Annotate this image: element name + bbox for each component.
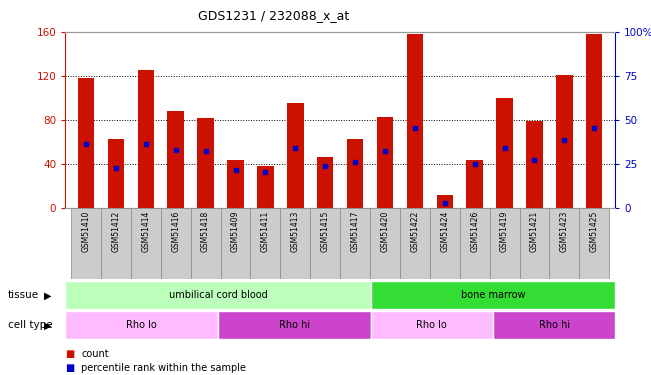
Text: GSM51410: GSM51410 xyxy=(81,210,90,252)
Bar xyxy=(370,281,615,309)
Text: GSM51414: GSM51414 xyxy=(141,210,150,252)
Bar xyxy=(218,311,370,339)
Text: bone marrow: bone marrow xyxy=(461,290,525,300)
Text: Rho lo: Rho lo xyxy=(417,320,447,330)
Bar xyxy=(281,208,311,279)
Text: tissue: tissue xyxy=(8,290,39,300)
Text: ▶: ▶ xyxy=(44,290,51,300)
Bar xyxy=(549,208,579,279)
Bar xyxy=(251,208,281,279)
Bar xyxy=(347,139,363,208)
Bar xyxy=(107,139,124,208)
Bar xyxy=(437,195,453,208)
Text: GSM51411: GSM51411 xyxy=(261,210,270,252)
Bar xyxy=(460,208,490,279)
Text: GSM51409: GSM51409 xyxy=(231,210,240,252)
Text: percentile rank within the sample: percentile rank within the sample xyxy=(81,363,246,373)
Text: GDS1231 / 232088_x_at: GDS1231 / 232088_x_at xyxy=(198,9,349,22)
Bar xyxy=(131,208,161,279)
Text: GSM51424: GSM51424 xyxy=(440,210,449,252)
Text: GSM51415: GSM51415 xyxy=(321,210,329,252)
Bar xyxy=(71,208,101,279)
Bar xyxy=(407,34,423,208)
Text: count: count xyxy=(81,350,109,359)
Text: GSM51418: GSM51418 xyxy=(201,210,210,252)
Bar xyxy=(137,70,154,208)
Text: GSM51422: GSM51422 xyxy=(410,210,419,252)
Bar xyxy=(65,281,370,309)
Bar xyxy=(197,118,214,208)
Bar xyxy=(467,160,483,208)
Bar xyxy=(340,208,370,279)
Bar xyxy=(526,121,543,208)
Text: Rho lo: Rho lo xyxy=(126,320,157,330)
Bar xyxy=(370,208,400,279)
Text: Rho hi: Rho hi xyxy=(538,320,570,330)
Bar xyxy=(101,208,131,279)
Bar xyxy=(519,208,549,279)
Bar xyxy=(586,34,602,208)
Bar xyxy=(227,160,243,208)
Text: umbilical cord blood: umbilical cord blood xyxy=(169,290,268,300)
Text: GSM51413: GSM51413 xyxy=(291,210,300,252)
Bar xyxy=(78,78,94,208)
Bar xyxy=(370,311,493,339)
Text: cell type: cell type xyxy=(8,320,53,330)
Text: ■: ■ xyxy=(65,350,74,359)
Bar xyxy=(287,104,303,208)
Bar xyxy=(161,208,191,279)
Bar xyxy=(311,208,340,279)
Bar xyxy=(257,166,273,208)
Bar xyxy=(579,208,609,279)
Bar xyxy=(496,98,513,208)
Bar xyxy=(493,311,615,339)
Text: GSM51417: GSM51417 xyxy=(351,210,359,252)
Text: GSM51419: GSM51419 xyxy=(500,210,509,252)
Text: Rho hi: Rho hi xyxy=(279,320,310,330)
Bar xyxy=(191,208,221,279)
Text: GSM51425: GSM51425 xyxy=(590,210,599,252)
Text: GSM51416: GSM51416 xyxy=(171,210,180,252)
Bar xyxy=(65,311,218,339)
Bar xyxy=(490,208,519,279)
Text: GSM51412: GSM51412 xyxy=(111,210,120,252)
Text: GSM51420: GSM51420 xyxy=(380,210,389,252)
Bar xyxy=(317,158,333,208)
Bar xyxy=(221,208,251,279)
Bar xyxy=(430,208,460,279)
Bar xyxy=(556,75,573,208)
Bar xyxy=(377,117,393,208)
Text: GSM51421: GSM51421 xyxy=(530,210,539,252)
Text: ▶: ▶ xyxy=(44,320,51,330)
Text: GSM51426: GSM51426 xyxy=(470,210,479,252)
Bar xyxy=(400,208,430,279)
Bar xyxy=(167,111,184,208)
Text: ■: ■ xyxy=(65,363,74,373)
Text: GSM51423: GSM51423 xyxy=(560,210,569,252)
